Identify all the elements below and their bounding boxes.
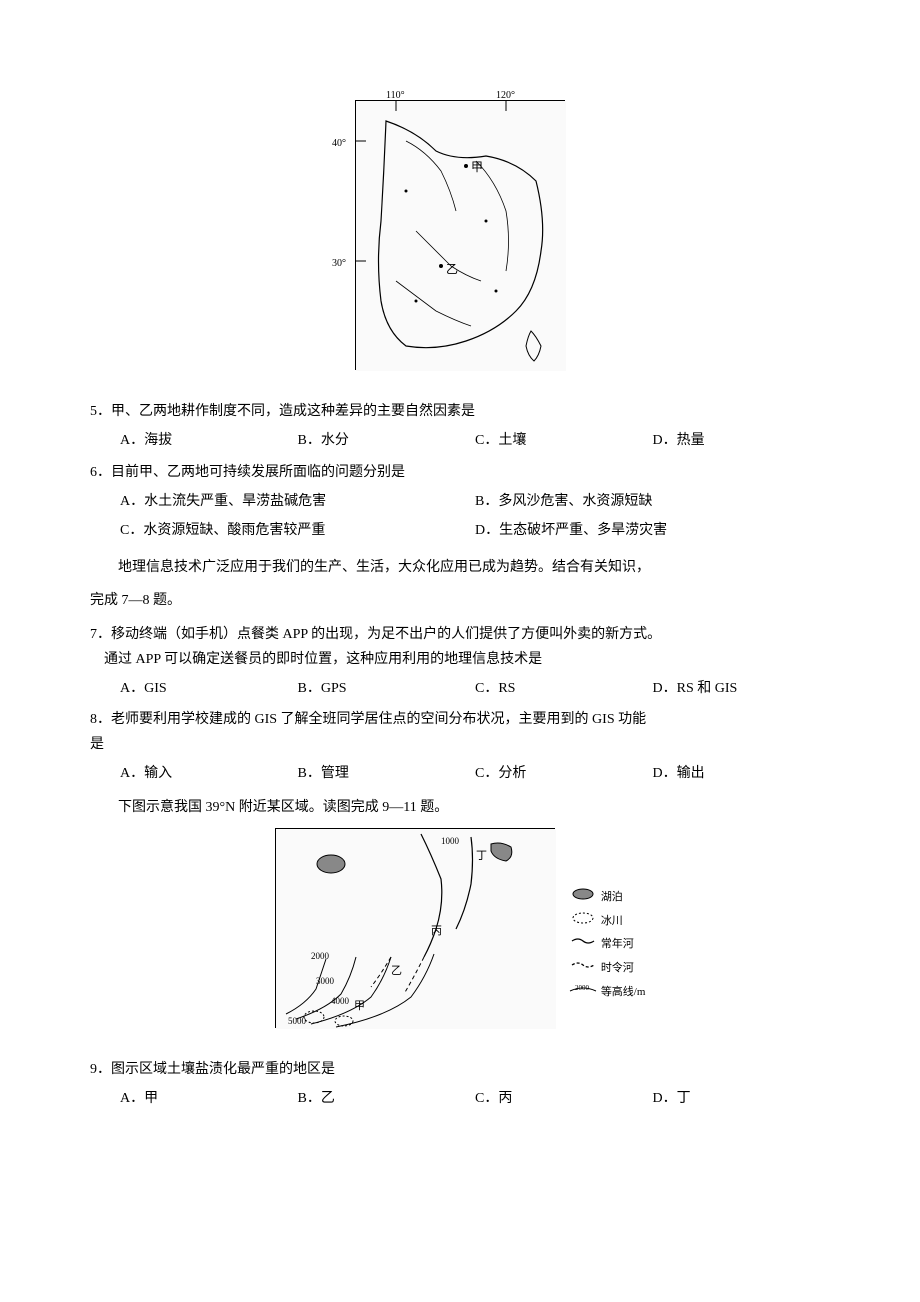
map1-svg (356, 101, 566, 371)
map2: 甲 乙 丙 丁 1000 2000 3000 4000 5000 (275, 828, 555, 1028)
passage-2: 下图示意我国 39°N 附近某区域。读图完成 9—11 题。 (90, 795, 830, 820)
q5-opt-b: B．水分 (298, 428, 476, 453)
q9-opt-a: A．甲 (120, 1086, 298, 1111)
q7-opt-d: D．RS 和 GIS (653, 676, 831, 701)
svg-text:乙: 乙 (391, 964, 402, 977)
legend-glacier-label: 冰川 (601, 915, 623, 927)
map1-point-yi: 乙 (446, 259, 458, 281)
q7-opt-a: A．GIS (120, 676, 298, 701)
question-5: 5．甲、乙两地耕作制度不同，造成这种差异的主要自然因素是 A．海拔 B．水分 C… (90, 399, 830, 453)
map1-lon-right: 120° (496, 87, 515, 105)
q6-options: A．水土流失严重、旱涝盐碱危害 B．多风沙危害、水资源短缺 C．水资源短缺、酸雨… (90, 489, 830, 547)
passage-1: 地理信息技术广泛应用于我们的生产、生活，大众化应用已成为趋势。结合有关知识， 完… (90, 555, 830, 613)
map1-container: 110° 120° 40° 30° 甲 乙 (90, 100, 830, 379)
legend-contour: 2000 等高线/m (568, 983, 645, 1003)
q7-opt-b: B．GPS (298, 676, 476, 701)
legend-lake-label: 湖泊 (601, 891, 623, 903)
q7-opt-c: C．RS (475, 676, 653, 701)
legend-glacier: 冰川 (568, 912, 645, 932)
q8-options: A．输入 B．管理 C．分析 D．输出 (90, 761, 830, 786)
svg-text:丁: 丁 (476, 850, 487, 862)
passage1-line2: 完成 7—8 题。 (90, 588, 830, 613)
q5-opt-d: D．热量 (653, 428, 831, 453)
question-8: 8．老师要利用学校建成的 GIS 了解全班同学居住点的空间分布状况，主要用到的 … (90, 707, 830, 787)
passage1-line1: 地理信息技术广泛应用于我们的生产、生活，大众化应用已成为趋势。结合有关知识， (90, 555, 830, 580)
q8-line2: 是 (90, 732, 830, 757)
q9-text: 9．图示区域土壤盐渍化最严重的地区是 (90, 1057, 830, 1082)
q9-opt-c: C．丙 (475, 1086, 653, 1111)
lake-icon (568, 888, 598, 908)
q5-text: 5．甲、乙两地耕作制度不同，造成这种差异的主要自然因素是 (90, 399, 830, 424)
q6-opt-d: D．生态破坏严重、多旱涝灾害 (475, 518, 830, 543)
q7-line1: 7．移动终端（如手机）点餐类 APP 的出现，为足不出户的人们提供了方便叫外卖的… (90, 622, 830, 647)
svg-text:4000: 4000 (331, 996, 350, 1006)
question-7: 7．移动终端（如手机）点餐类 APP 的出现，为足不出户的人们提供了方便叫外卖的… (90, 622, 830, 702)
svg-text:甲: 甲 (354, 1000, 365, 1012)
q7-options: A．GIS B．GPS C．RS D．RS 和 GIS (90, 676, 830, 701)
seasonal-icon (568, 959, 598, 979)
perennial-icon (568, 935, 598, 955)
q5-options: A．海拔 B．水分 C．土壤 D．热量 (90, 428, 830, 453)
q6-text: 6．目前甲、乙两地可持续发展所面临的问题分别是 (90, 460, 830, 485)
question-6: 6．目前甲、乙两地可持续发展所面临的问题分别是 A．水土流失严重、旱涝盐碱危害 … (90, 460, 830, 548)
q6-opt-a: A．水土流失严重、旱涝盐碱危害 (120, 489, 475, 514)
map1: 110° 120° 40° 30° 甲 乙 (355, 100, 565, 370)
svg-text:5000: 5000 (288, 1016, 307, 1026)
svg-text:2000: 2000 (575, 984, 590, 992)
question-9: 9．图示区域土壤盐渍化最严重的地区是 A．甲 B．乙 C．丙 D．丁 (90, 1057, 830, 1111)
legend-perennial-label: 常年河 (601, 938, 634, 950)
map1-point-jia: 甲 (471, 157, 483, 179)
q9-opt-d: D．丁 (653, 1086, 831, 1111)
legend-seasonal: 时令河 (568, 959, 645, 979)
q7-line2: 通过 APP 可以确定送餐员的即时位置，这种应用利用的地理信息技术是 (90, 647, 830, 672)
q6-opt-c: C．水资源短缺、酸雨危害较严重 (120, 518, 475, 543)
q9-opt-b: B．乙 (298, 1086, 476, 1111)
map2-container: 甲 乙 丙 丁 1000 2000 3000 4000 5000 湖泊 冰川 (90, 828, 830, 1037)
q8-opt-d: D．输出 (653, 761, 831, 786)
svg-text:3000: 3000 (316, 976, 335, 986)
map1-lat-bottom: 30° (332, 255, 346, 273)
q8-opt-a: A．输入 (120, 761, 298, 786)
glacier-icon (568, 912, 598, 932)
legend-contour-label: 等高线/m (601, 986, 646, 998)
svg-text:2000: 2000 (311, 951, 330, 961)
map2-legend: 湖泊 冰川 常年河 时令河 2000 等高线/m (568, 888, 645, 1007)
q6-opt-b: B．多风沙危害、水资源短缺 (475, 489, 830, 514)
svg-text:1000: 1000 (441, 836, 460, 846)
contour-icon: 2000 (568, 983, 598, 1003)
q5-opt-c: C．土壤 (475, 428, 653, 453)
legend-perennial: 常年河 (568, 935, 645, 955)
q8-line1: 8．老师要利用学校建成的 GIS 了解全班同学居住点的空间分布状况，主要用到的 … (90, 707, 830, 732)
q5-opt-a: A．海拔 (120, 428, 298, 453)
map2-svg: 甲 乙 丙 丁 1000 2000 3000 4000 5000 (276, 829, 556, 1029)
svg-text:丙: 丙 (431, 925, 442, 937)
legend-seasonal-label: 时令河 (601, 962, 634, 974)
map1-lon-left: 110° (386, 87, 405, 105)
q9-options: A．甲 B．乙 C．丙 D．丁 (90, 1086, 830, 1111)
q8-opt-c: C．分析 (475, 761, 653, 786)
legend-lake: 湖泊 (568, 888, 645, 908)
map1-lat-top: 40° (332, 135, 346, 153)
q8-opt-b: B．管理 (298, 761, 476, 786)
